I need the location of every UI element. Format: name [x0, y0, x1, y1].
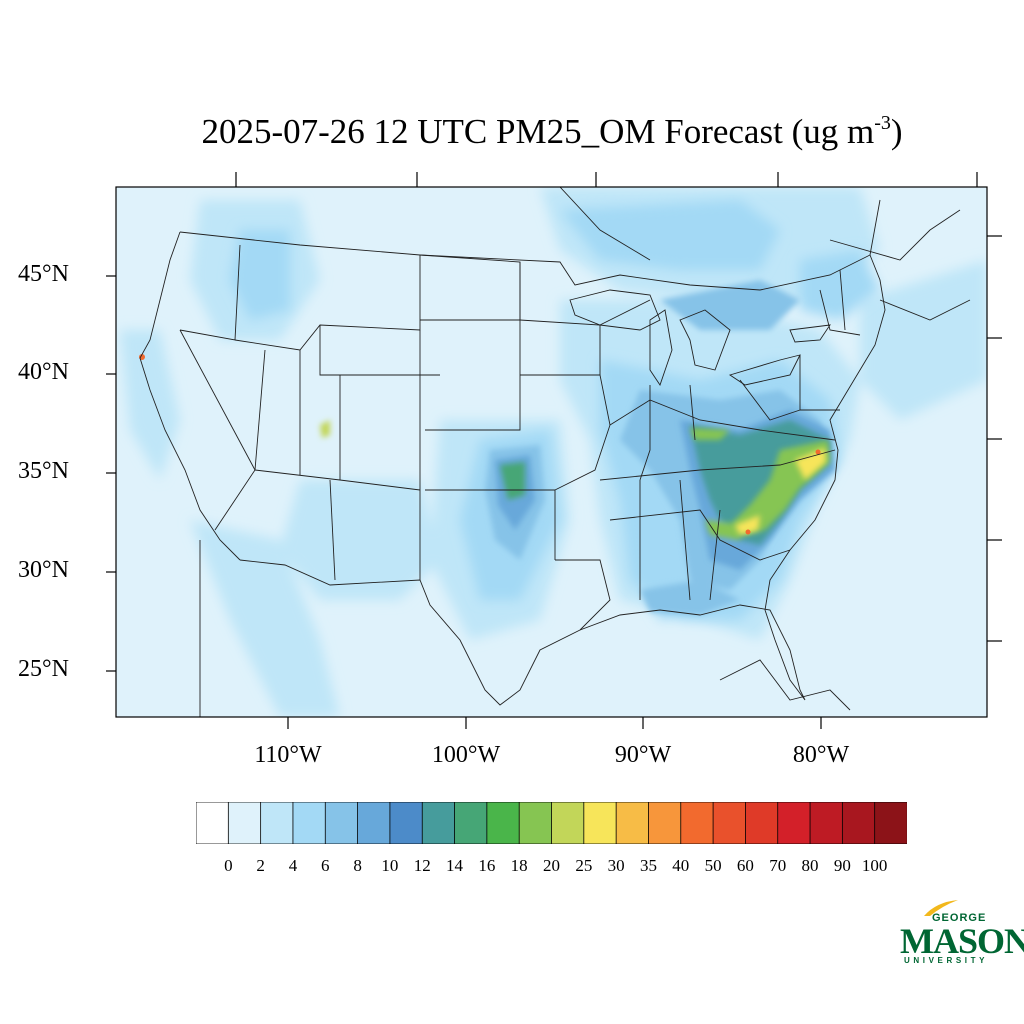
- map-plot-area: [116, 187, 987, 717]
- colorbar-label: 90: [833, 856, 851, 875]
- colorbar-swatch: [777, 802, 811, 844]
- colorbar-swatch: [745, 802, 779, 844]
- title-unit-exponent: -3: [874, 112, 891, 134]
- colorbar-label: 100: [861, 856, 888, 875]
- colorbar-swatch: [874, 802, 907, 844]
- colorbar-swatch: [680, 802, 714, 844]
- logo-university: UNIVERSITY: [904, 956, 989, 965]
- logo-mason: MASON: [900, 921, 1024, 961]
- colorbar-swatch: [260, 802, 294, 844]
- colorbar-swatch: [196, 802, 230, 844]
- colorbar-label: 80: [801, 856, 819, 875]
- lat-label-25n: 25°N: [18, 656, 69, 682]
- lat-label-40n: 40°N: [18, 359, 69, 385]
- axis-ticks: [106, 172, 1002, 729]
- colorbar-label: 25: [575, 856, 593, 875]
- colorbar-swatch: [292, 802, 326, 844]
- hotspot-carolina: [815, 449, 821, 455]
- colorbar-swatch: [324, 802, 359, 844]
- colorbar-label: 20: [543, 856, 560, 875]
- colorbar-swatch: [486, 802, 520, 844]
- colorbar-label: 35: [639, 856, 657, 875]
- colorbar-label: 10: [381, 856, 399, 875]
- map-frame: [115, 186, 988, 718]
- colorbar-label: 30: [607, 856, 625, 875]
- colorbar-swatch: [389, 802, 423, 844]
- colorbar-label: 14: [446, 856, 464, 875]
- title-close: ): [890, 112, 903, 151]
- lon-label-90w: 90°W: [614, 742, 672, 768]
- colorbar-label: 16: [478, 856, 496, 875]
- colorbar-label: 70: [769, 856, 787, 875]
- lon-label-100w: 100°W: [431, 742, 501, 768]
- colorbar-swatch: [551, 802, 585, 844]
- colorbar-swatch: [357, 802, 391, 844]
- colorbar-label: 2: [256, 856, 265, 875]
- lat-label-35n: 35°N: [18, 458, 69, 484]
- colorbar-label: 18: [510, 856, 528, 875]
- colorbar-swatch: [454, 802, 488, 844]
- lon-label-80w: 80°W: [792, 742, 850, 768]
- lat-label-45n: 45°N: [18, 261, 69, 287]
- colorbar-labels: 0 2 4 6 8 10 12 14 16 18 20 25 30 35 40 50 60 70 80 90 100: [0, 856, 1024, 878]
- colorbar-swatch: [809, 802, 844, 844]
- colorbar-swatch: [648, 802, 682, 844]
- colorbar-label: 0: [224, 856, 233, 875]
- concentration-band-25-35: [320, 420, 826, 535]
- map-title: 2025-07-26 12 UTC PM25_OM Forecast (ug m…: [0, 112, 1024, 152]
- colorbar-swatch: [583, 802, 617, 844]
- colorbar-swatch: [712, 802, 747, 844]
- colorbar-label: 8: [353, 856, 362, 875]
- colorbar-swatch: [518, 802, 553, 844]
- colorbar-swatch: [227, 802, 262, 844]
- title-text: 2025-07-26 12 UTC PM25_OM Forecast (ug m: [201, 112, 875, 151]
- logo-george: GEORGE: [932, 912, 987, 924]
- lat-label-30n: 30°N: [18, 557, 69, 583]
- colorbar-label: 4: [288, 856, 298, 875]
- colorbar-label: 12: [413, 856, 431, 875]
- gmu-logo: GEORGE MASON UNIVERSITY: [896, 898, 1024, 968]
- logo-swoosh-icon: [924, 900, 958, 916]
- colorbar-swatch: [421, 802, 456, 844]
- coastlines-and-borders: [139, 187, 971, 717]
- colorbar-label: 6: [321, 856, 330, 875]
- colorbar-swatch: [615, 802, 650, 844]
- colorbar-label: 60: [736, 856, 754, 875]
- colorbar-label: 40: [672, 856, 690, 875]
- lon-label-110w: 110°W: [254, 742, 322, 768]
- colorbar: [196, 802, 907, 844]
- hotspot-georgia: [745, 529, 751, 535]
- colorbar-swatch: [841, 802, 876, 844]
- colorbar-label: 50: [704, 856, 722, 875]
